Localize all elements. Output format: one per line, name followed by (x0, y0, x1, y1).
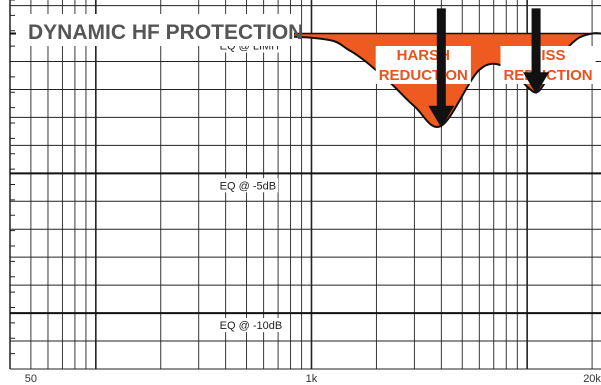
series-label: EQ @ -5dB (220, 180, 276, 192)
title-background (16, 14, 294, 46)
annotation-line2: REDUCTION (503, 67, 592, 84)
series-label-bg (217, 318, 285, 333)
annotation: HARSH REDUCTION (375, 8, 471, 128)
annotation-arrow-head (428, 105, 455, 128)
title-box: DYNAMIC HF PROTECTION (16, 14, 303, 46)
x-tick-label: 50 (25, 373, 37, 385)
x-tick-labels: 50 1k 20k (25, 373, 601, 385)
annotation-arrow-head (523, 72, 550, 95)
annotation-background (500, 46, 596, 84)
annotation-background (375, 46, 471, 84)
x-tick-label: 20k (583, 373, 601, 385)
chart-title: DYNAMIC HF PROTECTION (28, 21, 303, 44)
annotation-line2: REDUCTION (379, 67, 468, 84)
series-label: EQ @ -10dB (220, 320, 283, 332)
series-label-bg (217, 178, 279, 193)
annotation-line1: HARSH (397, 47, 450, 64)
x-tick-label: 1k (306, 373, 318, 385)
